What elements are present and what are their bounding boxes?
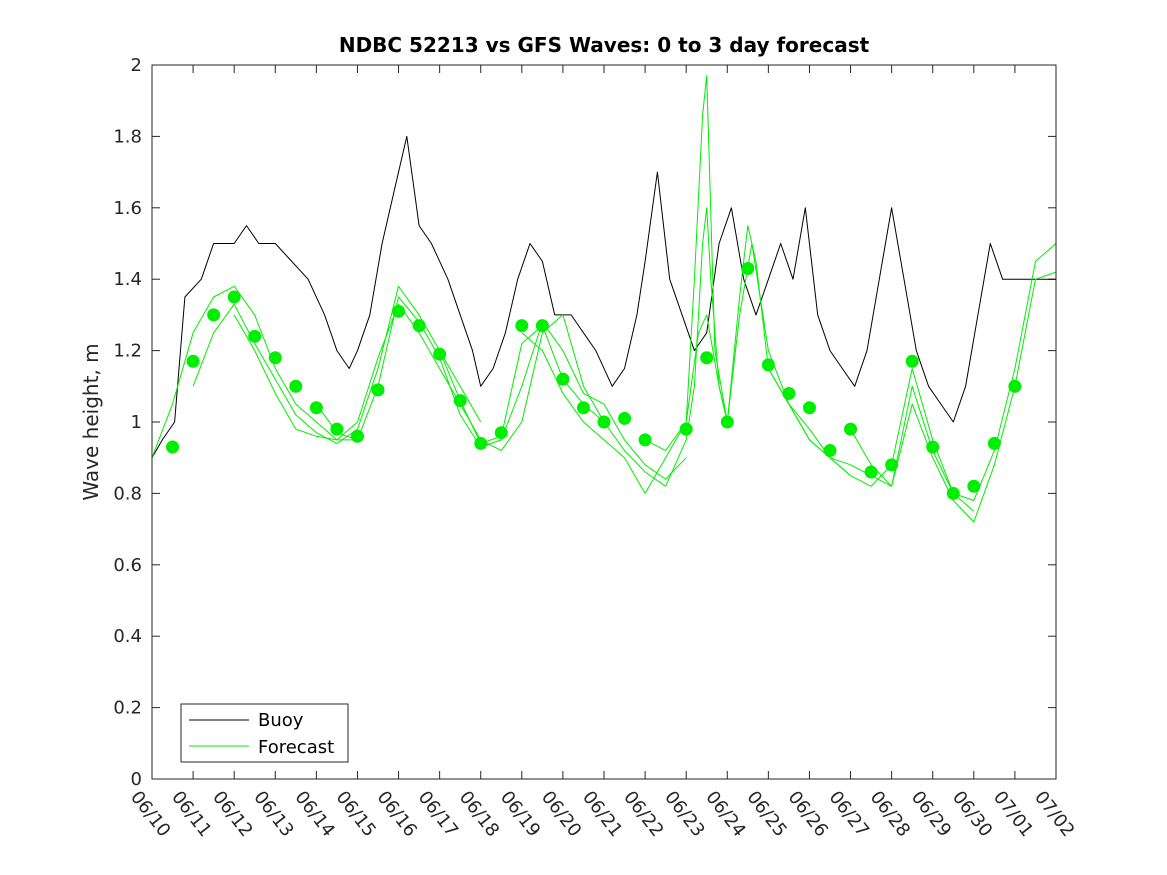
forecast-point bbox=[618, 411, 632, 425]
forecast-series-line bbox=[767, 243, 1057, 501]
y-axis-ticks: 0 0.2 0.4 0.6 0.8 1 1.2 1.4 1.6 1.8 2 bbox=[113, 55, 1056, 790]
forecast-series-line bbox=[644, 243, 975, 512]
legend-label-buoy: Buoy bbox=[258, 710, 304, 731]
forecast-point bbox=[207, 308, 221, 322]
forecast-point bbox=[494, 426, 508, 440]
x-tick-label: 06/16 bbox=[373, 787, 421, 841]
forecast-point bbox=[433, 347, 447, 361]
forecast-point bbox=[474, 436, 488, 450]
legend: Buoy Forecast bbox=[180, 703, 349, 763]
forecast-point bbox=[946, 486, 960, 500]
x-tick-label: 06/17 bbox=[414, 787, 462, 841]
y-tick-label: 0.8 bbox=[113, 483, 142, 504]
forecast-point bbox=[905, 354, 919, 368]
y-tick-label: 0.6 bbox=[113, 555, 142, 576]
forecast-point bbox=[782, 386, 796, 400]
forecast-point bbox=[1008, 379, 1022, 393]
y-tick-label: 0.4 bbox=[113, 626, 142, 647]
forecast-point bbox=[864, 465, 878, 479]
forecast-series-line bbox=[233, 303, 605, 452]
x-tick-label: 06/27 bbox=[825, 787, 873, 841]
forecast-point bbox=[227, 290, 241, 304]
y-tick-label: 1.6 bbox=[113, 198, 142, 219]
x-tick-label: 06/23 bbox=[660, 787, 708, 841]
forecast-point bbox=[535, 319, 549, 333]
forecast-point bbox=[720, 415, 734, 429]
forecast-point bbox=[597, 415, 611, 429]
forecast-point bbox=[761, 358, 775, 372]
x-tick-label: 06/30 bbox=[948, 787, 996, 841]
forecast-point bbox=[186, 354, 200, 368]
forecast-point bbox=[248, 329, 262, 343]
x-tick-label: 06/14 bbox=[290, 787, 338, 841]
x-tick-label: 06/20 bbox=[537, 787, 585, 841]
forecast-series-line bbox=[850, 271, 1057, 523]
forecast-point bbox=[371, 383, 385, 397]
forecast-point bbox=[885, 458, 899, 472]
x-tick-label: 06/18 bbox=[455, 787, 503, 841]
forecast-point bbox=[926, 440, 940, 454]
forecast-point bbox=[453, 394, 467, 408]
forecast-point bbox=[412, 319, 426, 333]
y-tick-label: 0 bbox=[131, 769, 142, 790]
x-tick-label: 06/11 bbox=[167, 787, 215, 841]
x-tick-label: 06/26 bbox=[784, 787, 832, 841]
x-tick-label: 06/29 bbox=[907, 787, 955, 841]
forecast-point bbox=[350, 429, 364, 443]
legend-box bbox=[180, 703, 349, 763]
x-tick-label: 06/21 bbox=[578, 787, 626, 841]
x-tick-label: 06/13 bbox=[249, 787, 297, 841]
forecast-point bbox=[309, 401, 323, 415]
x-tick-label: 06/24 bbox=[701, 787, 749, 841]
forecast-point bbox=[741, 261, 755, 275]
x-tick-label: 07/02 bbox=[1030, 787, 1078, 841]
chart-title: NDBC 52213 vs GFS Waves: 0 to 3 day fore… bbox=[339, 33, 870, 57]
forecast-point bbox=[679, 422, 693, 436]
forecast-point bbox=[700, 351, 714, 365]
y-tick-label: 1 bbox=[131, 412, 142, 433]
forecast-point bbox=[638, 433, 652, 447]
series-layer bbox=[151, 75, 1057, 523]
forecast-point bbox=[967, 479, 981, 493]
y-axis-label: Wave height, m bbox=[79, 343, 103, 500]
forecast-series-line bbox=[151, 285, 358, 458]
buoy-series-line bbox=[151, 135, 1056, 458]
forecast-point bbox=[823, 444, 837, 458]
forecast-point bbox=[576, 401, 590, 415]
y-tick-label: 0.2 bbox=[113, 698, 142, 719]
plot-frame bbox=[151, 64, 1057, 780]
x-tick-label: 07/01 bbox=[989, 787, 1037, 841]
forecast-point bbox=[987, 436, 1001, 450]
forecast-series-line bbox=[192, 285, 482, 444]
forecast-point bbox=[330, 422, 344, 436]
y-tick-label: 1.2 bbox=[113, 341, 142, 362]
forecast-point bbox=[556, 372, 570, 386]
forecast-point bbox=[289, 379, 303, 393]
y-tick-label: 1.4 bbox=[113, 269, 142, 290]
forecast-point bbox=[844, 422, 858, 436]
forecast-point bbox=[515, 319, 529, 333]
forecast-point bbox=[802, 401, 816, 415]
y-tick-label: 2 bbox=[131, 55, 142, 76]
x-tick-label: 06/25 bbox=[742, 787, 790, 841]
forecast-point bbox=[268, 351, 282, 365]
forecast-point bbox=[392, 304, 406, 318]
y-tick-label: 1.8 bbox=[113, 126, 142, 147]
legend-label-forecast: Forecast bbox=[258, 737, 334, 758]
x-tick-label: 06/15 bbox=[332, 787, 380, 841]
x-tick-label: 06/12 bbox=[208, 787, 256, 841]
x-tick-label: 06/22 bbox=[619, 787, 667, 841]
x-tick-label: 06/10 bbox=[126, 787, 174, 841]
x-tick-label: 06/28 bbox=[866, 787, 914, 841]
x-tick-label: 06/19 bbox=[496, 787, 544, 841]
forecast-point bbox=[166, 440, 180, 454]
